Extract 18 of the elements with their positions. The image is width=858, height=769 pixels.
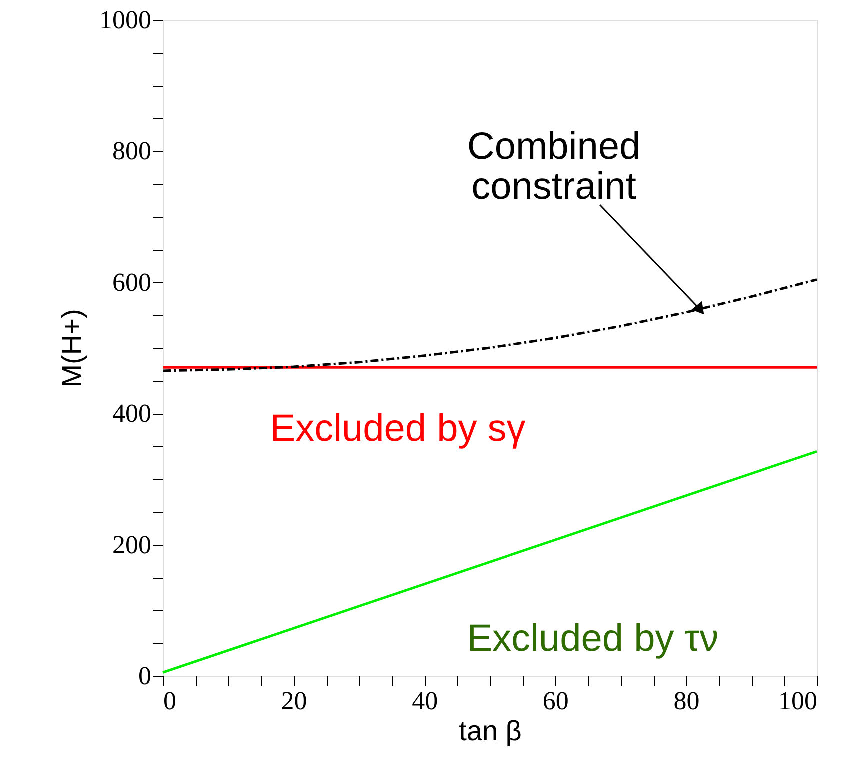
y-tick-label: 0: [138, 662, 152, 690]
y-tick-label: 400: [112, 399, 152, 428]
annotation: Combined constraint: [467, 126, 641, 208]
annotation: Excluded by sγ: [270, 408, 526, 450]
x-tick-label: 80: [674, 686, 700, 716]
line-series: [162, 278, 818, 372]
y-tick-label: 1000: [100, 6, 152, 34]
x-tick-label: 60: [542, 686, 569, 716]
annotation: Excluded by τν: [467, 618, 719, 660]
x-tick-label: 20: [281, 686, 308, 716]
x-axis-title: tan β: [459, 716, 522, 746]
x-tick-label: 40: [412, 686, 438, 716]
y-tick-label: 600: [112, 268, 152, 297]
y-tick-label: 200: [112, 530, 152, 560]
x-tick-label: 100: [778, 686, 818, 716]
x-tick-label: 0: [164, 686, 176, 716]
y-axis-title: M(H+): [56, 309, 88, 388]
y-tick-label: 800: [112, 136, 152, 166]
